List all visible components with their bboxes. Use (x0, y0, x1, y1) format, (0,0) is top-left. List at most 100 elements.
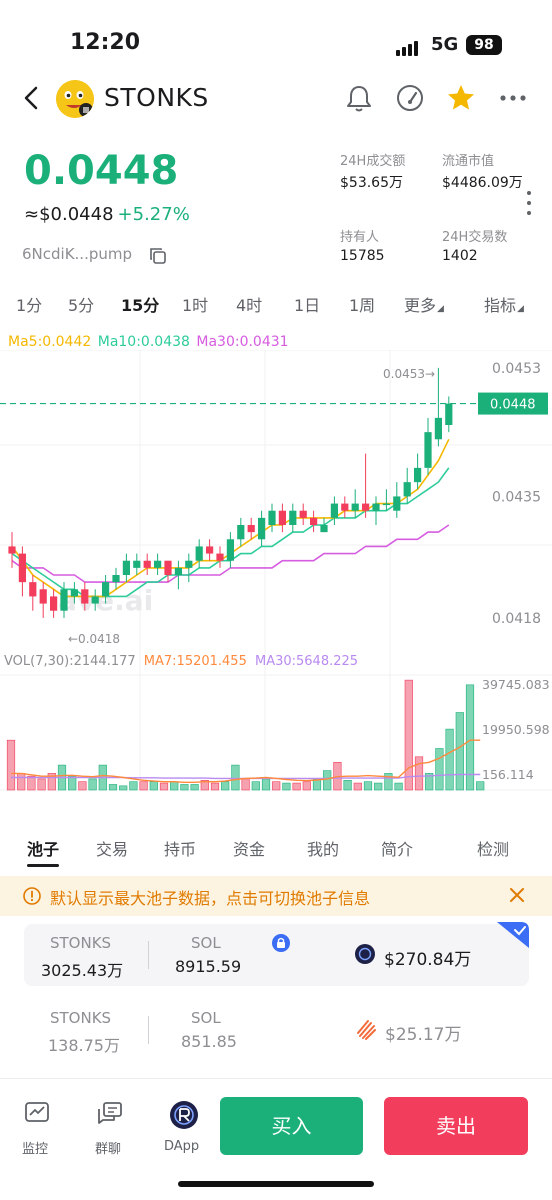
copy-icon[interactable] (148, 246, 168, 266)
volume-bar (363, 781, 373, 791)
bell-icon[interactable] (343, 82, 375, 114)
vol-ma7-line (11, 739, 481, 783)
meteora-icon (357, 1020, 376, 1040)
raydium-icon (355, 944, 375, 964)
volume-bar (272, 781, 281, 791)
tab-trades[interactable]: 交易 (96, 840, 129, 859)
volume-bar (170, 781, 179, 791)
volume-bar (68, 775, 77, 791)
volume-bar (221, 781, 230, 791)
tab-more[interactable]: 更多◢ (404, 292, 444, 316)
pool-liquidity: $270.84万 (384, 950, 472, 970)
group-chat-icon[interactable] (95, 1099, 125, 1129)
ma5-line (11, 438, 450, 598)
ma30-line (11, 524, 450, 583)
candle-body (278, 510, 286, 525)
volume-bar (129, 781, 138, 791)
monitor-icon[interactable] (22, 1099, 52, 1129)
stat-vol24h-value: $53.65万 (340, 175, 403, 191)
volume-bar (6, 739, 16, 791)
tab-pool[interactable]: 池子 (27, 840, 60, 859)
price-tick-label: 0.0435 (492, 489, 541, 505)
volume-bar (465, 684, 475, 791)
low-price-marker: ←0.0418 (68, 632, 120, 646)
tab-5m[interactable]: 5分 (68, 296, 95, 315)
volume-tick-label: 39745.083 (482, 677, 550, 692)
ma-legend: Ma5:0.0442 Ma10:0.0438 Ma30:0.0431 (8, 334, 289, 350)
signal-icon (396, 37, 420, 56)
token-address[interactable]: 6NcdiK...pump (22, 245, 133, 263)
volume-bar (455, 712, 464, 791)
volume-bar (190, 784, 199, 791)
tab-4h[interactable]: 4时 (236, 296, 263, 315)
star-icon[interactable] (445, 82, 477, 114)
tab-indicators-label: 指标 (484, 296, 517, 315)
volume-bar (119, 785, 128, 791)
tab-1w[interactable]: 1周 (349, 296, 376, 315)
candle-body (154, 560, 162, 568)
volume-bar (292, 782, 301, 791)
tab-1h[interactable]: 1时 (182, 296, 209, 315)
current-price-tag-label: 0.0448 (490, 398, 536, 413)
tab-1d[interactable]: 1日 (294, 296, 321, 315)
volume-bar (425, 773, 434, 791)
monitor-label[interactable]: 监控 (22, 1142, 49, 1157)
home-indicator (178, 1181, 374, 1187)
candle-body (216, 553, 224, 561)
notice-text: 默认显示最大池子数据，点击可切换池子信息 (50, 889, 371, 908)
tab-funds[interactable]: 资金 (233, 840, 266, 859)
candle-body (185, 560, 193, 568)
volume-bar (414, 756, 424, 791)
high-price-marker: 0.0453→ (383, 367, 435, 381)
gauge-icon[interactable] (394, 82, 426, 114)
dapp-label[interactable]: DApp (164, 1139, 200, 1154)
pool-liquidity: $25.17万 (385, 1025, 462, 1045)
dapp-icon[interactable] (169, 1100, 199, 1130)
volume-bar (210, 782, 220, 791)
volume-bar (47, 773, 56, 791)
volume-bar (159, 782, 169, 791)
volume-bar (353, 782, 362, 791)
candle-body (174, 567, 182, 575)
tab-intro[interactable]: 简介 (381, 840, 414, 859)
stat-mcap-value: $4486.09万 (442, 175, 523, 191)
pool-quote-label: SOL (191, 1009, 221, 1027)
price-change: +5.27% (117, 204, 190, 225)
current-price: 0.0448 (24, 148, 179, 194)
tab-15m[interactable]: 15分 (121, 296, 160, 315)
candle-body (289, 510, 297, 525)
stat-vol24h-label: 24H成交额 (340, 154, 406, 169)
pool-token-amount: 3025.43万 (41, 961, 124, 980)
sell-button[interactable]: 卖出 (384, 1097, 528, 1155)
buy-button[interactable]: 买入 (220, 1097, 363, 1155)
active-tab-indicator (27, 864, 59, 867)
stat-tx24h-label: 24H交易数 (442, 230, 508, 245)
tab-audit[interactable]: 检测 (477, 840, 510, 859)
tab-mine[interactable]: 我的 (307, 840, 340, 859)
candle-body (237, 525, 245, 540)
more-horizontal-icon[interactable] (497, 82, 529, 114)
price-chart[interactable]: ave.ai 0.04530.04350.04180.04480.0453→←0… (0, 350, 552, 805)
candle-body (164, 560, 172, 575)
selected-check-icon (497, 922, 529, 948)
tab-holders[interactable]: 持币 (164, 840, 197, 859)
candle-body (195, 546, 203, 561)
close-icon[interactable] (506, 884, 528, 906)
stat-holders-value: 15785 (340, 248, 385, 264)
volume-bar (108, 784, 118, 791)
more-vertical-icon[interactable] (524, 188, 534, 218)
status-time: 12:20 (70, 30, 141, 55)
candle-body (8, 546, 16, 554)
pool-notice[interactable] (0, 876, 552, 916)
volume-bar (302, 781, 311, 791)
candle-body (226, 539, 234, 561)
token-name: STONKS (104, 83, 209, 112)
tab-1m[interactable]: 1分 (16, 296, 43, 315)
back-icon[interactable] (18, 82, 46, 114)
volume-bar (88, 778, 97, 791)
tab-indicators[interactable]: 指标◢ (484, 292, 524, 316)
volume-bar (17, 773, 26, 791)
candle-body (310, 517, 318, 525)
pool-row-1[interactable] (24, 924, 529, 986)
group-chat-label[interactable]: 群聊 (95, 1142, 122, 1157)
